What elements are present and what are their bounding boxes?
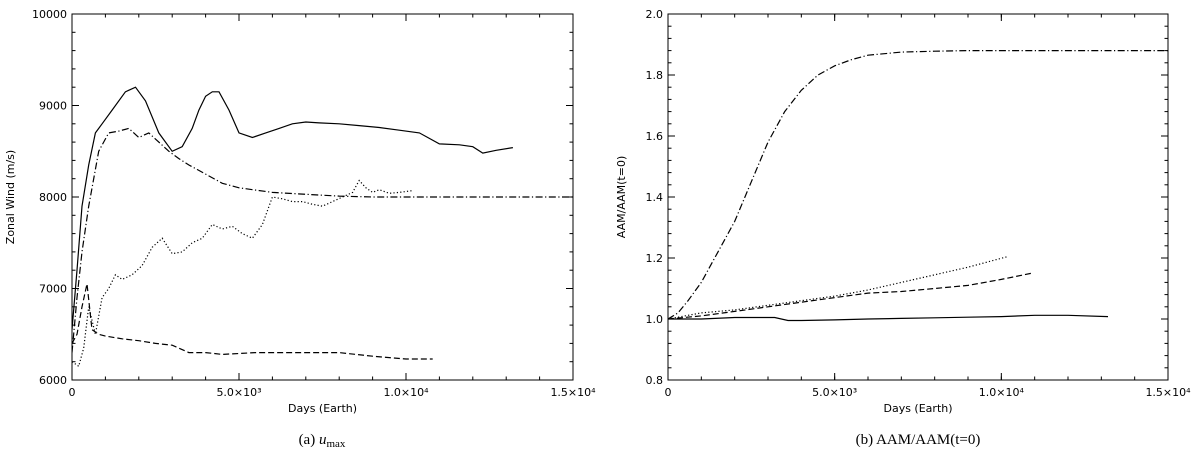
y-tick-label: 1.2: [646, 252, 664, 265]
series-line-dashed: [668, 272, 1032, 320]
x-tick-label: 0: [69, 386, 76, 399]
plot-frame: [667, 13, 1169, 381]
y-tick-label: 10000: [32, 8, 67, 21]
x-tick-label: 1.5×10⁴: [550, 386, 596, 399]
y-tick-label: 1.0: [646, 313, 664, 326]
x-tick-label: 1.0×10⁴: [979, 386, 1025, 399]
y-tick-label: 9000: [39, 100, 67, 113]
panel-caption: (a) umax: [299, 432, 346, 450]
y-tick-label: 1.4: [646, 191, 664, 204]
series-line-dashed: [72, 283, 433, 360]
series-line-dashdot: [72, 127, 573, 353]
x-tick-label: 5.0×10³: [812, 386, 857, 399]
series-line-dashdot: [668, 49, 1168, 320]
y-tick-label: 6000: [39, 374, 67, 387]
panel-caption: (b) AAM/AAM(t=0): [856, 432, 981, 448]
x-tick-label: 0: [665, 386, 672, 399]
y-tick-label: 1.6: [646, 130, 664, 143]
y-tick-label: 7000: [39, 283, 67, 296]
y-tick-label: 0.8: [646, 374, 664, 387]
y-axis-label: AAM/AAM(t=0): [615, 156, 628, 239]
x-axis-label: Days (Earth): [288, 402, 357, 415]
series-line-dotted: [668, 255, 1009, 320]
panel-b-chart: 0 5.0×10³ 1.0×10⁴ 1.5×10⁴ 0.8 1.0 1.2 1.4 1.6 1.8…: [615, 8, 1191, 448]
series-line-dotted: [72, 179, 413, 368]
y-axis-label: Zonal Wind (m/s): [4, 150, 17, 244]
x-tick-label: 5.0×10³: [216, 386, 261, 399]
x-tick-label: 1.5×10⁴: [1145, 386, 1191, 399]
y-tick-label: 1.8: [646, 69, 664, 82]
y-tick-label: 8000: [39, 191, 67, 204]
series-line-solid: [72, 86, 513, 330]
x-axis-label: Days (Earth): [883, 402, 952, 415]
x-tick-label: 1.0×10⁴: [383, 386, 429, 399]
series-line-solid: [668, 314, 1109, 322]
panel-a-chart: 0 5.0×10³ 1.0×10⁴ 1.5×10⁴ 6000 7000 8000 9000 10…: [4, 8, 596, 450]
y-tick-label: 2.0: [646, 8, 664, 21]
